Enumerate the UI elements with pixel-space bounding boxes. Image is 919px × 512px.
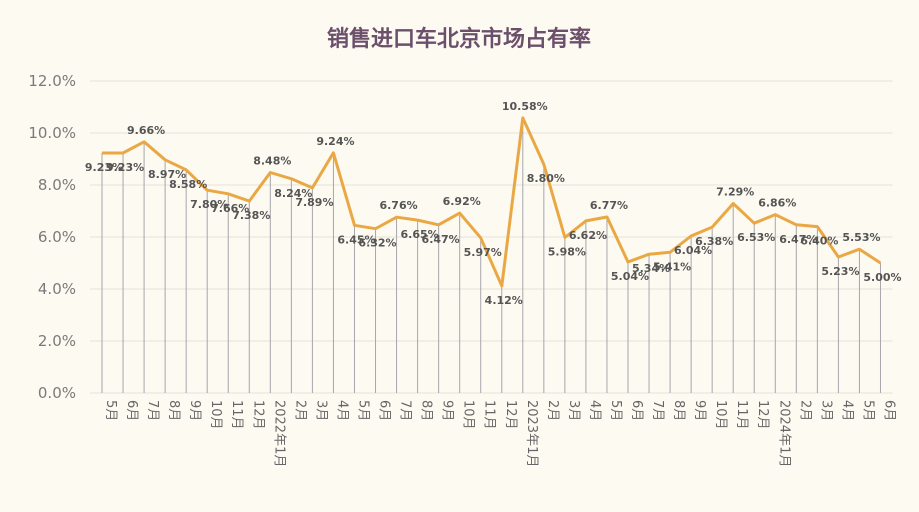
data-label: 5.98% (548, 246, 586, 259)
y-tick-label: 0.0% (38, 384, 76, 402)
data-label: 6.32% (358, 237, 396, 250)
data-label: 6.62% (569, 229, 607, 242)
x-tick-label: 9月 (692, 400, 707, 421)
data-label: 8.97% (148, 168, 186, 181)
data-label: 10.58% (502, 100, 548, 113)
x-tick-label: 2月 (292, 400, 307, 421)
data-label: 6.86% (758, 197, 796, 210)
data-label: 8.80% (527, 172, 565, 185)
x-tick-label: 4月 (334, 400, 349, 421)
data-label: 8.24% (274, 187, 312, 200)
data-label: 5.34% (632, 262, 670, 275)
x-tick-label: 8月 (671, 400, 686, 421)
drop-lines (101, 117, 881, 393)
x-tick-label: 3月 (313, 400, 328, 421)
x-tick-label: 11月 (229, 400, 244, 430)
data-labels: 9.23%9.23% 9.66% 8.97%8.58% 7.80%7.66%7.38%… (85, 100, 902, 307)
data-label: 7.29% (716, 185, 754, 198)
x-tick-label: 6月 (629, 400, 644, 421)
x-tick-label: 5月 (860, 400, 875, 421)
x-tick-label: 2024年1月 (776, 400, 791, 467)
x-tick-label: 12月 (755, 400, 770, 430)
x-tick-label: 10月 (713, 400, 728, 430)
x-tick-label: 5月 (355, 400, 370, 421)
series-line (102, 116, 882, 288)
data-label: 7.89% (295, 196, 333, 209)
grid-lines (90, 80, 893, 394)
data-label: 6.76% (379, 199, 417, 212)
x-tick-label: 4月 (587, 400, 602, 421)
data-label: 9.23% (106, 161, 144, 174)
data-label: 5.53% (842, 231, 880, 244)
data-label: 9.24% (316, 135, 354, 148)
data-label: 6.47% (779, 233, 817, 246)
x-tick-label: 9月 (440, 400, 455, 421)
x-tick-label: 5月 (608, 400, 623, 421)
y-axis-ticks: 0.0% 2.0% 4.0% 6.0% 8.0% 10.0% 12.0% (28, 72, 76, 402)
x-tick-label: 2022年1月 (271, 400, 286, 467)
data-label: 6.40% (800, 235, 838, 248)
x-tick-label: 6月 (124, 400, 139, 421)
x-tick-label: 9月 (187, 400, 202, 421)
x-tick-label: 2023年1月 (524, 400, 539, 467)
data-label: 5.04% (611, 270, 649, 283)
x-tick-label: 2月 (545, 400, 560, 421)
data-label: 5.00% (863, 271, 901, 284)
x-tick-label: 7月 (650, 400, 665, 421)
x-tick-label: 7月 (145, 400, 160, 421)
x-tick-label: 12月 (250, 400, 265, 430)
x-tick-label: 3月 (818, 400, 833, 421)
y-tick-label: 4.0% (38, 280, 76, 298)
data-label: 6.47% (422, 233, 460, 246)
x-tick-label: 10月 (461, 400, 476, 430)
x-tick-label: 8月 (166, 400, 181, 421)
y-tick-label: 6.0% (38, 228, 76, 246)
data-label: 6.77% (590, 199, 628, 212)
data-label: 9.66% (127, 124, 165, 137)
y-tick-label: 2.0% (38, 332, 76, 350)
y-tick-label: 10.0% (28, 124, 76, 142)
data-label: 6.04% (674, 244, 712, 257)
data-label: 8.48% (253, 155, 291, 168)
x-tick-label: 12月 (503, 400, 518, 430)
data-label: 4.12% (485, 294, 523, 307)
x-tick-label: 10月 (208, 400, 223, 430)
y-tick-label: 8.0% (38, 176, 76, 194)
x-tick-label: 8月 (419, 400, 434, 421)
data-label: 8.58% (169, 178, 207, 191)
x-tick-label: 3月 (566, 400, 581, 421)
data-label: 5.23% (821, 265, 859, 278)
data-label: 9.23% (85, 161, 123, 174)
data-label: 7.80% (190, 198, 228, 211)
x-axis-ticks: 5月 6月 7月 8月 9月 10月 11月 12月 2022年1月 2月 3月 4月 5月 6月 7月 8月… (103, 400, 896, 467)
x-tick-label: 6月 (881, 400, 896, 421)
data-label: 7.66% (211, 202, 249, 215)
x-tick-label: 4月 (839, 400, 854, 421)
series-layer (102, 116, 882, 288)
data-label: 5.41% (653, 260, 691, 273)
x-tick-label: 7月 (398, 400, 413, 421)
x-tick-label: 6月 (377, 400, 392, 421)
data-label: 5.97% (464, 246, 502, 259)
x-tick-label: 5月 (103, 400, 118, 421)
data-label: 6.92% (443, 195, 481, 208)
x-tick-label: 11月 (482, 400, 497, 430)
x-tick-label: 2月 (797, 400, 812, 421)
x-tick-label: 11月 (734, 400, 749, 430)
data-label: 7.38% (232, 209, 270, 222)
data-label: 6.45% (337, 233, 375, 246)
data-label: 6.53% (737, 231, 775, 244)
y-tick-label: 12.0% (28, 72, 76, 90)
data-label: 6.65% (401, 228, 439, 241)
chart-title: 销售进口车北京市场占有率 (327, 26, 591, 52)
data-label: 6.38% (695, 235, 733, 248)
